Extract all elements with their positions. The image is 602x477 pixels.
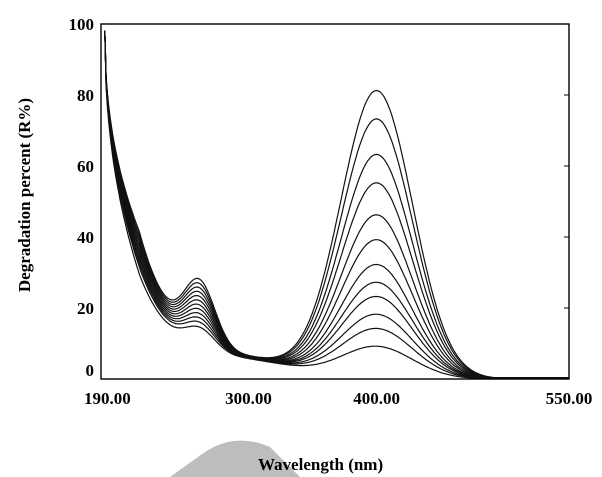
y-tick-label-1: 20	[77, 299, 94, 318]
spectrum-series-5	[104, 30, 569, 379]
y-tick-label-4: 80	[77, 86, 94, 105]
x-tick-label-3: 550.00	[546, 389, 593, 408]
spectrum-series-8	[104, 30, 569, 379]
spectrum-series-7	[104, 30, 569, 379]
spectra-curves	[104, 30, 569, 379]
x-axis-label: Wavelength (nm)	[258, 455, 383, 474]
y-tick-label-3: 60	[77, 157, 94, 176]
x-axis-ticks: 190.00 300.00 400.00 550.00	[84, 389, 592, 408]
spectrum-series-11	[104, 30, 569, 379]
x-tick-label-0: 190.00	[84, 389, 131, 408]
y-axis-label: Degradation percent (R%)	[15, 98, 34, 292]
decorative-arc	[170, 440, 300, 477]
y-tick-label-0: 0	[86, 361, 95, 380]
y-tick-label-2: 40	[77, 228, 94, 247]
spectrum-series-2	[104, 30, 569, 379]
x-tick-label-1: 300.00	[225, 389, 272, 408]
spectrum-series-6	[104, 30, 569, 379]
spectrum-series-1	[104, 30, 569, 379]
y-tick-label-5: 100	[69, 15, 95, 34]
plot-frame	[100, 23, 570, 380]
spectrum-series-0	[104, 30, 569, 379]
y-axis-ticks: 0 20 40 60 80 100	[69, 15, 569, 380]
x-tick-label-2: 400.00	[353, 389, 400, 408]
spectrum-series-9	[104, 30, 569, 379]
spectrum-series-4	[104, 30, 569, 379]
spectrum-series-3	[104, 30, 569, 379]
spectrum-series-10	[104, 30, 569, 379]
